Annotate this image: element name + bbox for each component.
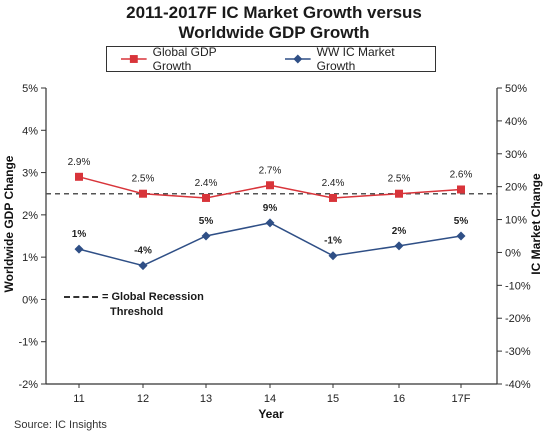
gdp-data-point (139, 189, 147, 198)
right-tick-label: -10% (505, 280, 531, 292)
left-tick-label: -2% (18, 379, 38, 391)
ic-data-label: 5% (199, 216, 214, 227)
right-tick-label: -40% (505, 379, 531, 391)
ic-data-point (74, 244, 84, 254)
left-tick-label: 4% (22, 125, 38, 137)
x-tick-label: 14 (264, 393, 276, 405)
legend-gdp-marker (121, 55, 147, 63)
gdp-data-point (329, 193, 337, 202)
legend-ic-marker (285, 54, 311, 64)
left-y-axis-title: Worldwide GDP Change (2, 155, 16, 292)
right-tick-label: 0% (505, 247, 521, 259)
right-tick-label: -20% (505, 313, 531, 325)
ic-data-point (394, 241, 404, 251)
ic-data-point (138, 261, 148, 271)
left-tick-label: -1% (18, 337, 38, 349)
chart-title: 2011-2017F IC Market Growth versus World… (0, 3, 548, 43)
gdp-data-point (457, 185, 465, 194)
left-tick-label: 2% (22, 210, 38, 222)
gdp-data-label: 2.6% (450, 169, 473, 180)
x-tick-label: 12 (137, 393, 149, 405)
ic-data-label: 5% (454, 216, 469, 227)
legend-item-ic: WW IC Market Growth (285, 45, 435, 73)
recession-note-line2: Threshold (110, 306, 164, 318)
gdp-data-label: 2.7% (259, 165, 282, 176)
chart-legend: Global GDP Growth WW IC Market Growth (106, 45, 436, 73)
gdp-data-label: 2.5% (388, 174, 411, 185)
right-y-axis-title: IC Market Change (529, 173, 543, 275)
ic-data-point (201, 231, 211, 241)
source-note: Source: IC Insights (14, 419, 107, 431)
x-tick-label: 15 (327, 393, 339, 405)
right-tick-label: 10% (505, 215, 527, 227)
x-tick-label: 17F (452, 393, 471, 405)
legend-ic-label: WW IC Market Growth (316, 45, 395, 73)
gdp-data-label: 2.5% (132, 174, 155, 185)
left-tick-label: 5% (22, 83, 38, 95)
right-tick-label: 30% (505, 149, 527, 161)
legend-gdp-label: Global GDP Growth (152, 45, 217, 73)
ic-data-label: 9% (263, 203, 278, 214)
right-tick-label: -30% (505, 346, 531, 358)
ic-data-label: -1% (324, 236, 342, 247)
right-tick-label: 20% (505, 182, 527, 194)
gdp-data-label: 2.4% (322, 178, 345, 189)
right-tick-label: 50% (505, 83, 527, 95)
ic-data-point (328, 251, 338, 261)
x-tick-label: 16 (393, 393, 405, 405)
recession-dash-sample (64, 296, 98, 299)
gdp-data-label: 2.4% (195, 178, 218, 189)
left-tick-label: 0% (22, 294, 38, 306)
ic-data-label: -4% (134, 246, 152, 257)
gdp-data-point (75, 172, 83, 181)
gdp-data-label: 2.9% (68, 157, 91, 168)
ic-data-point (456, 231, 466, 241)
x-tick-label: 11 (73, 393, 84, 405)
gdp-data-point (202, 193, 210, 202)
ic-data-point (265, 218, 275, 228)
ic-data-label: 2% (392, 226, 407, 237)
gdp-data-point (395, 189, 403, 198)
recession-note-line1: = Global Recession (102, 291, 204, 303)
left-tick-label: 3% (22, 168, 38, 180)
chart-title-line1: 2011-2017F IC Market Growth versus (126, 3, 422, 22)
x-axis-title: Year (258, 407, 284, 421)
recession-threshold-note: = Global Recession Threshold (64, 290, 204, 320)
ic-data-label: 1% (72, 229, 87, 240)
x-tick-label: 13 (200, 393, 212, 405)
gdp-data-point (266, 181, 274, 190)
right-tick-label: 40% (505, 116, 527, 128)
left-tick-label: 1% (22, 252, 38, 264)
legend-item-gdp: Global GDP Growth (121, 45, 257, 73)
chart-title-line2: Worldwide GDP Growth (178, 23, 370, 42)
